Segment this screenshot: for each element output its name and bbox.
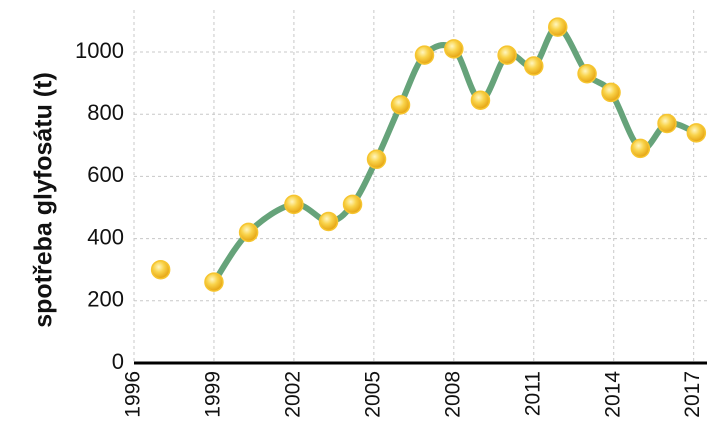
point bbox=[342, 194, 363, 215]
point bbox=[686, 123, 707, 143]
x-tick-label: 1999 bbox=[202, 371, 225, 418]
y-axis-label: spotřeba glyfosátu (t) bbox=[30, 72, 58, 328]
point bbox=[390, 95, 411, 115]
y-tick-label: 400 bbox=[87, 224, 124, 249]
y-tick-label: 600 bbox=[87, 162, 124, 187]
point bbox=[238, 222, 259, 243]
point bbox=[601, 82, 621, 103]
point bbox=[630, 138, 651, 159]
point bbox=[497, 45, 517, 65]
point bbox=[204, 272, 224, 292]
point bbox=[524, 56, 544, 76]
x-tick-label: 2011 bbox=[521, 371, 544, 416]
y-tick-label: 1000 bbox=[75, 38, 124, 63]
point bbox=[150, 259, 171, 280]
x-tick-label: 2002 bbox=[281, 371, 304, 418]
x-tick-label: 2005 bbox=[361, 371, 384, 418]
x-tick-label: 1996 bbox=[122, 371, 145, 418]
point bbox=[657, 113, 677, 134]
point bbox=[366, 149, 387, 170]
y-tick-label: 0 bbox=[112, 349, 124, 374]
point bbox=[414, 45, 435, 65]
x-tick-label: 2008 bbox=[441, 371, 464, 418]
x-tick-label: 2014 bbox=[601, 371, 624, 418]
line bbox=[210, 24, 700, 286]
y-tick-label: 200 bbox=[87, 287, 124, 312]
y-tick-label: 800 bbox=[87, 100, 124, 125]
point bbox=[318, 211, 339, 232]
x-tick-label: 2017 bbox=[681, 371, 704, 418]
point bbox=[577, 64, 597, 84]
point bbox=[470, 90, 491, 110]
point bbox=[444, 39, 464, 59]
point bbox=[284, 194, 304, 215]
point bbox=[548, 17, 568, 37]
